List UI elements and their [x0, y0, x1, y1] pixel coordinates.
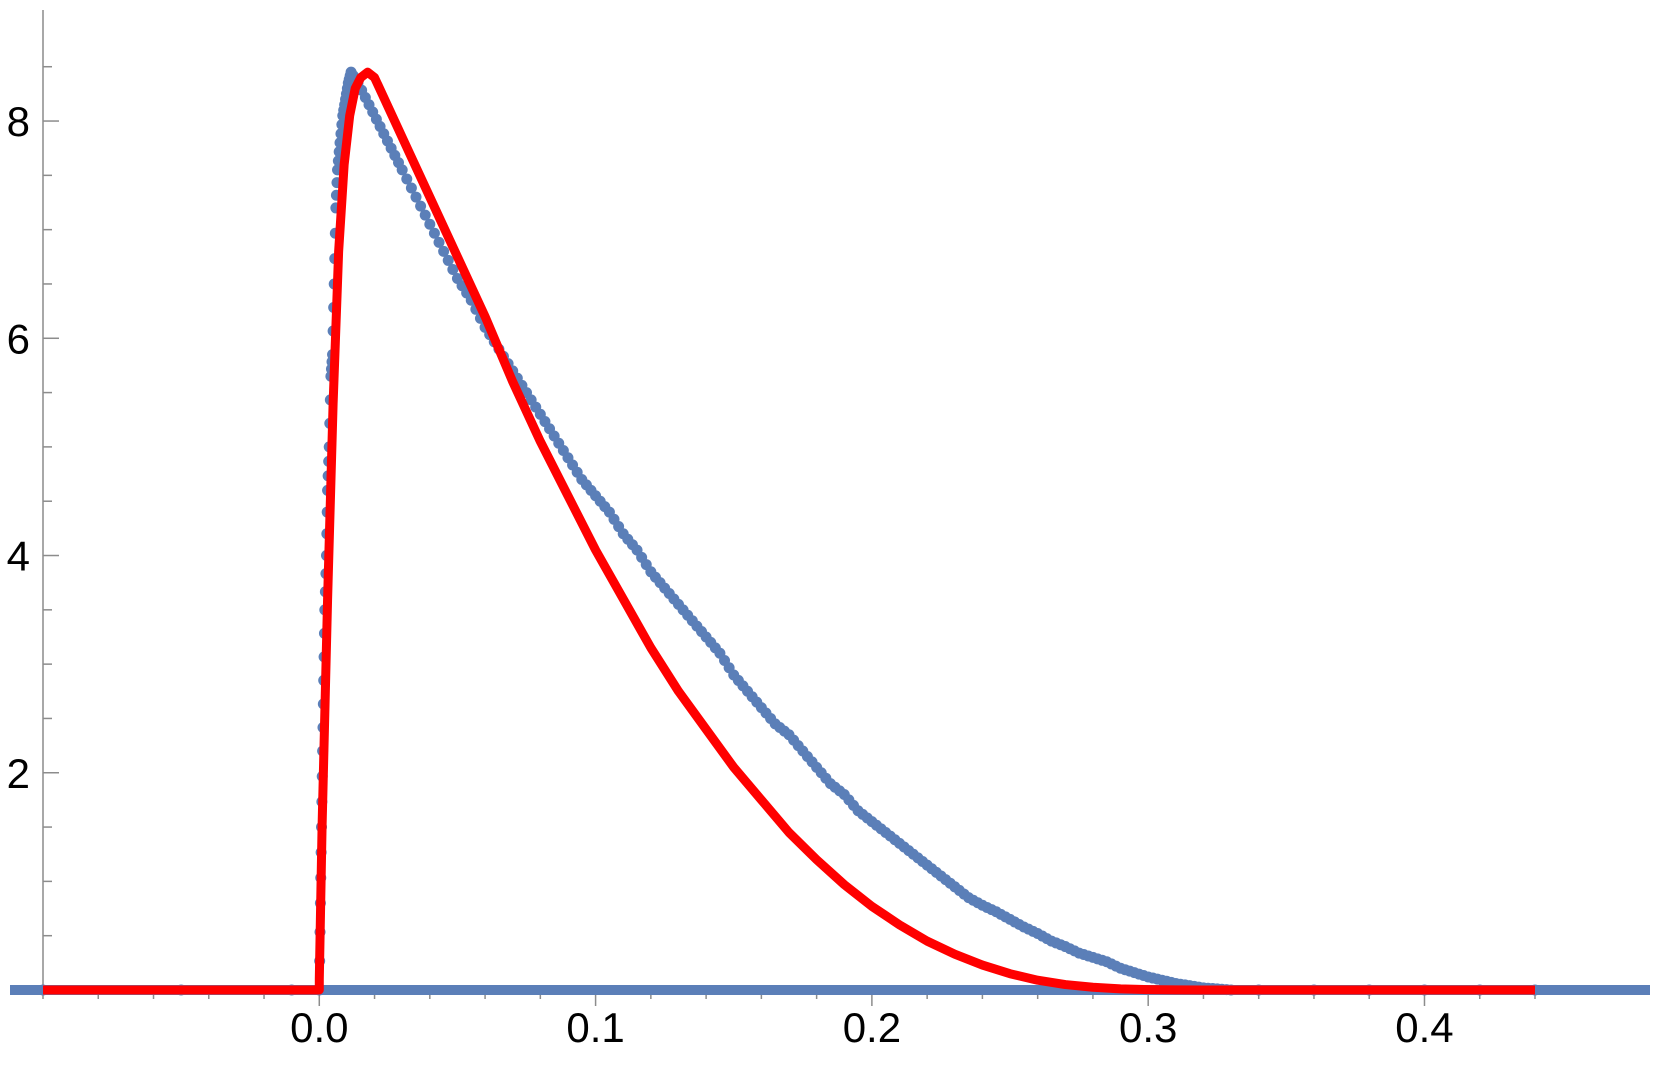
scatter-point [428, 227, 440, 239]
x-tick-label: 0.2 [843, 1004, 901, 1051]
x-tick-label: 0.3 [1119, 1004, 1177, 1051]
scatter-point [401, 173, 413, 185]
x-tick-label: 0.4 [1395, 1004, 1453, 1051]
y-axis: 2 4 6 8 [7, 10, 59, 990]
scatter-series [10, 66, 1650, 996]
scatter-point [447, 263, 459, 275]
y-tick-label: 2 [7, 750, 30, 797]
x-axis: 0.0 0.1 0.2 0.3 0.4 [42, 989, 1650, 1051]
scatter-point [415, 200, 427, 212]
y-tick-label: 8 [7, 98, 30, 145]
x-tick-label: 0.0 [290, 1004, 348, 1051]
y-tick-label: 6 [7, 315, 30, 362]
scatter-point [419, 209, 431, 221]
scatter-point [438, 245, 450, 257]
scatter-point [405, 182, 417, 194]
x-tick-label: 0.1 [566, 1004, 624, 1051]
scatter-point [424, 218, 436, 230]
scatter-point [433, 236, 445, 248]
y-tick-label: 4 [7, 533, 30, 580]
scatter-point [396, 164, 408, 176]
fit-curve-line [43, 67, 1535, 995]
scatter-point [410, 191, 422, 203]
fit-curve-series [43, 67, 1535, 995]
scatter-point [442, 254, 454, 266]
